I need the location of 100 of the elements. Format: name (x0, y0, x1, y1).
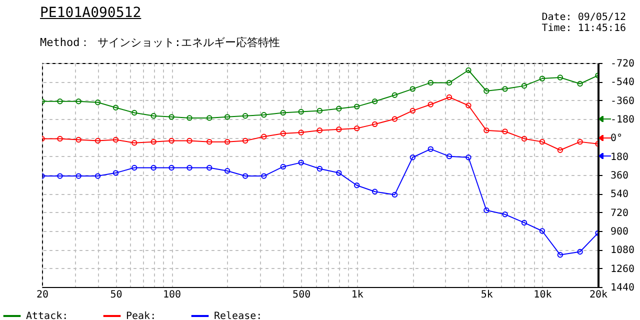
point (521, 220, 528, 226)
point (428, 146, 434, 152)
point (316, 108, 323, 114)
point (410, 86, 416, 92)
x-tick-label: 20k (589, 290, 608, 300)
y-tick-label: 180 (610, 152, 629, 163)
point (186, 138, 192, 144)
point (224, 138, 230, 145)
point (280, 130, 286, 136)
point (206, 138, 212, 145)
point (261, 134, 267, 140)
point (484, 207, 490, 214)
text: Time: 11:45:16 (542, 23, 626, 34)
point (57, 136, 63, 142)
point (150, 164, 156, 171)
y-tick-label: -720 (610, 58, 635, 70)
point (168, 114, 174, 120)
point (186, 164, 192, 171)
point (410, 108, 416, 114)
point (577, 138, 583, 145)
y-tick-label: 720 (610, 208, 629, 219)
point (392, 116, 398, 122)
point (557, 147, 564, 153)
point (521, 136, 528, 142)
point (132, 110, 138, 116)
point (316, 166, 323, 172)
point (557, 252, 564, 258)
point (336, 170, 342, 176)
point (354, 104, 360, 110)
point (539, 138, 546, 145)
point (502, 86, 508, 92)
point (132, 164, 138, 171)
point (76, 136, 82, 143)
point (76, 173, 82, 179)
point (466, 154, 472, 160)
x-tick-label: 10k (534, 290, 552, 300)
point (224, 114, 230, 120)
point (280, 164, 286, 170)
point (261, 173, 267, 179)
point (577, 80, 583, 87)
point (446, 94, 452, 100)
point (336, 106, 342, 112)
point (392, 92, 398, 98)
point (428, 102, 434, 108)
x-tick-label: 1k (351, 290, 364, 300)
point (354, 182, 360, 188)
point (354, 125, 360, 132)
legend-label: Peak: (126, 311, 156, 320)
y-tick-label: 1080 (610, 245, 635, 256)
point (150, 113, 156, 119)
point (206, 164, 212, 171)
point (242, 113, 248, 119)
point (242, 138, 248, 144)
chart-title: PE101A090512 (40, 5, 142, 21)
y-tick-label: 1260 (610, 264, 635, 275)
point (539, 228, 546, 234)
point (168, 164, 174, 171)
text: Date: 09/05/12 (542, 12, 626, 23)
point (539, 76, 546, 82)
point (484, 88, 490, 94)
point (336, 126, 342, 132)
point (372, 188, 378, 194)
point (206, 115, 212, 121)
point (298, 108, 304, 115)
point (502, 128, 508, 134)
point (410, 154, 416, 160)
y-tick-label: -540 (610, 77, 635, 88)
point (57, 98, 63, 104)
point (392, 192, 398, 198)
point (186, 115, 192, 121)
y-tick-label: 540 (610, 189, 629, 200)
point (372, 98, 378, 104)
point (112, 136, 119, 143)
legend-label: Release: (214, 311, 262, 320)
point (261, 112, 267, 118)
point (316, 128, 323, 134)
y-tick-label: 0° (610, 133, 623, 144)
x-tick-label: 500 (292, 290, 311, 300)
y-tick-label: 360 (610, 170, 629, 182)
point (502, 212, 508, 218)
point (242, 173, 248, 179)
point (298, 160, 304, 166)
x-tick-label: 20 (36, 290, 49, 300)
point (224, 168, 230, 174)
point (76, 98, 82, 104)
point (466, 67, 472, 74)
point (372, 121, 378, 128)
x-tick-label: 100 (163, 290, 182, 300)
point (521, 82, 528, 89)
point (94, 173, 101, 179)
point (132, 140, 138, 146)
point (168, 138, 174, 144)
x-tick-label: 5k (480, 290, 493, 300)
point (94, 100, 101, 106)
legend-label: Attack: (26, 311, 68, 320)
point (150, 138, 156, 145)
point (112, 104, 119, 110)
chart-subtitle: Method： サインショット:エネルギー応答特性 (40, 35, 280, 50)
y-tick-label: -180 (610, 114, 635, 126)
point (298, 130, 304, 136)
